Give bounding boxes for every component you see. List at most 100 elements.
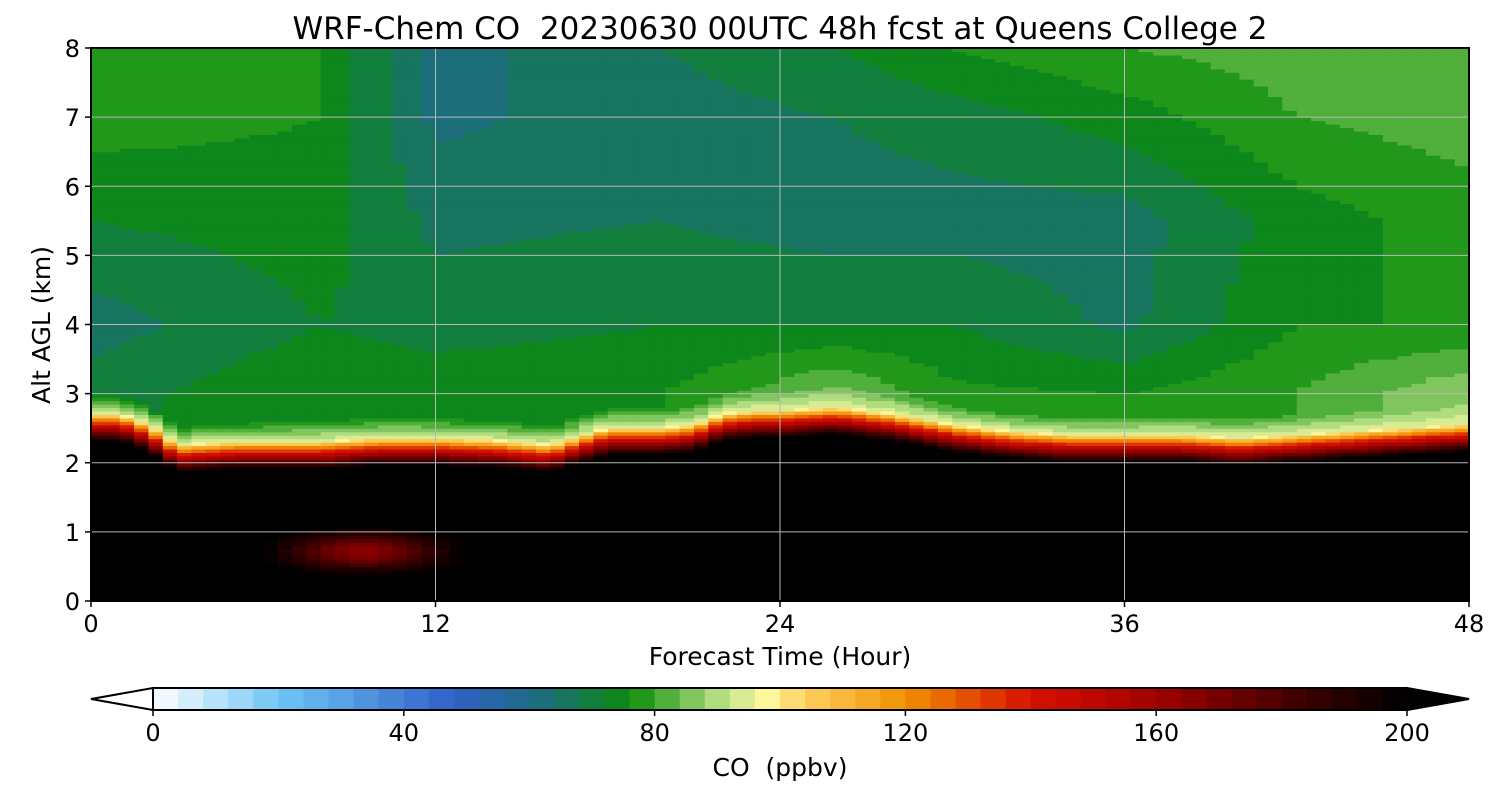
contour-cell (851, 459, 867, 464)
contour-cell (923, 480, 939, 485)
contour-cell (1425, 576, 1441, 581)
contour-cell (1024, 531, 1039, 536)
contour-cell (780, 566, 795, 571)
contour-cell (1138, 435, 1154, 440)
contour-cell (435, 594, 451, 599)
contour-cell (650, 556, 666, 561)
contour-cell (622, 438, 638, 443)
contour-cell (550, 483, 566, 488)
contour-cell (1440, 466, 1456, 471)
contour-cell (1196, 521, 1212, 526)
contour-cell (1253, 594, 1269, 599)
contour-cell (780, 542, 795, 547)
contour-cell (880, 500, 896, 505)
contour-cell (1354, 476, 1370, 481)
contour-cell (1038, 569, 1054, 574)
contour-cell (722, 552, 738, 557)
contour-cell (349, 576, 365, 581)
contour-cell (665, 469, 681, 474)
contour-cell (937, 511, 953, 516)
contour-cell (1239, 580, 1255, 585)
contour-cell (205, 518, 221, 523)
contour-cell (851, 549, 867, 554)
contour-cell (220, 473, 236, 478)
contour-cell (866, 459, 882, 464)
contour-cell (392, 514, 408, 519)
contour-cell (622, 486, 638, 491)
contour-cell (1052, 583, 1068, 588)
contour-cell (1368, 573, 1384, 578)
contour-cell (1239, 455, 1255, 460)
contour-cell (234, 466, 250, 471)
contour-cell (851, 562, 867, 568)
contour-cell (1181, 573, 1197, 578)
contour-cell (91, 545, 106, 550)
contour-cell (1138, 438, 1154, 443)
contour-cell (579, 580, 594, 585)
contour-cell (995, 507, 1011, 512)
contour-cell (837, 424, 853, 429)
contour-cell (177, 428, 193, 433)
contour-cell (1311, 462, 1327, 467)
contour-cell (335, 438, 350, 443)
contour-cell (679, 428, 695, 433)
contour-cell (1138, 445, 1154, 450)
contour-cell (765, 566, 781, 571)
contour-cell (435, 521, 451, 526)
contour-cell (1224, 435, 1240, 440)
contour-cell (320, 442, 336, 447)
contour-cell (622, 542, 638, 547)
contour-cell (335, 518, 350, 523)
contour-cell (1311, 500, 1327, 505)
contour-cell (1411, 511, 1427, 516)
contour-cell (1196, 497, 1212, 502)
contour-cell (851, 552, 867, 557)
contour-cell (579, 486, 594, 491)
contour-cell (1354, 576, 1370, 581)
contour-cell (1196, 576, 1212, 581)
contour-cell (134, 562, 150, 568)
contour-cell (1382, 590, 1398, 595)
contour-cell (1181, 504, 1197, 509)
contour-cell (1397, 438, 1413, 443)
contour-cell (507, 438, 523, 443)
contour-cell (392, 504, 408, 509)
contour-cell (220, 500, 236, 505)
contour-cell (1325, 514, 1341, 519)
contour-cell (909, 442, 925, 447)
contour-cell (636, 559, 652, 564)
contour-cell (837, 569, 853, 574)
contour-cell (205, 466, 221, 471)
contour-cell (823, 542, 839, 547)
contour-cell (980, 573, 996, 578)
contour-cell (937, 597, 953, 601)
contour-cell (306, 549, 322, 554)
contour-cell (1339, 473, 1355, 478)
contour-cell (780, 511, 795, 516)
contour-cell (1181, 587, 1197, 592)
contour-cell (1382, 535, 1398, 540)
contour-cell (937, 424, 953, 429)
contour-cell (550, 438, 566, 443)
contour-cell (1397, 490, 1413, 495)
contour-cell (708, 480, 724, 485)
contour-cell (952, 442, 968, 447)
contour-cell (1411, 497, 1427, 502)
contour-cell (248, 524, 264, 530)
contour-cell (722, 462, 738, 467)
contour-cell (1224, 576, 1240, 581)
contour-cell (1282, 580, 1298, 585)
contour-cell (1454, 462, 1469, 467)
contour-cell (650, 511, 666, 516)
contour-cell (636, 514, 652, 519)
contour-cell (148, 559, 164, 564)
contour-cell (1339, 497, 1355, 502)
contour-cell (1210, 528, 1226, 533)
contour-cell (636, 462, 652, 467)
contour-cell (177, 421, 193, 426)
contour-cell (966, 583, 982, 588)
contour-cell (1224, 521, 1240, 526)
contour-cell (1095, 452, 1111, 457)
contour-cell (363, 552, 379, 557)
contour-cell (119, 476, 135, 481)
